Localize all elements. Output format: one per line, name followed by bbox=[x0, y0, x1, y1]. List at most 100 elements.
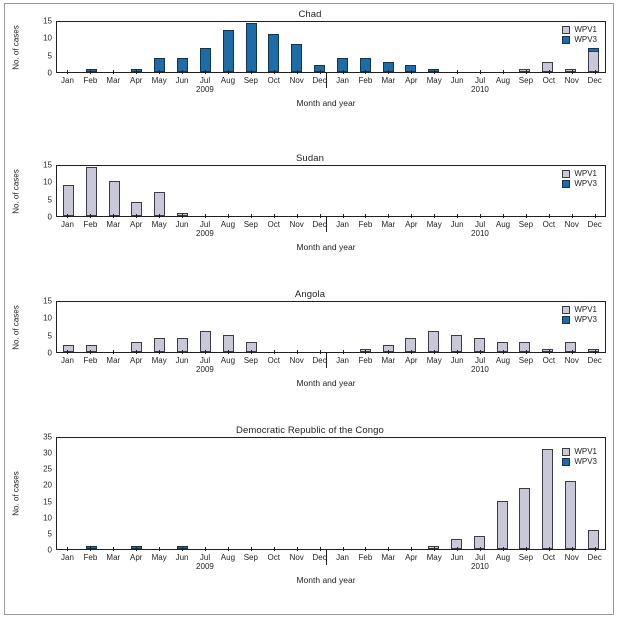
bar-group bbox=[57, 302, 605, 352]
x-tick: Jul bbox=[194, 547, 217, 562]
x-tick: Dec bbox=[308, 547, 331, 562]
x-tick: Sep bbox=[514, 350, 537, 365]
x-tick: Nov bbox=[560, 70, 583, 85]
x-tick-mark bbox=[67, 70, 69, 74]
plot-row: No. of cases 0 5 10 15 WPV1 WPV3 bbox=[10, 297, 610, 358]
bar-slot bbox=[80, 438, 103, 549]
x-tick: Jul bbox=[469, 350, 492, 365]
bar-slot bbox=[377, 438, 400, 549]
bar-slot bbox=[514, 302, 537, 352]
bar-slot bbox=[468, 166, 491, 216]
x-tick-mark bbox=[388, 350, 390, 354]
x-tick-mark bbox=[113, 547, 115, 551]
plot-row: No. of cases 0 5 10 15 WPV1 WPV3 bbox=[10, 161, 610, 222]
x-tick-label: Aug bbox=[220, 356, 236, 365]
year-divider bbox=[326, 72, 327, 88]
x-tick-label: Mar bbox=[381, 356, 396, 365]
x-tick: Jun bbox=[171, 547, 194, 562]
x-tick-mark bbox=[113, 214, 115, 218]
x-tick: Jun bbox=[446, 547, 469, 562]
legend-item-wpv3: WPV3 bbox=[562, 180, 597, 188]
bar-slot bbox=[285, 302, 308, 352]
x-tick-mark bbox=[525, 70, 527, 74]
x-tick: Sep bbox=[239, 547, 262, 562]
bar bbox=[496, 341, 508, 352]
y-axis-label-text: No. of cases bbox=[11, 168, 21, 214]
bar-segment-wpv1 bbox=[199, 331, 211, 352]
legend-label: WPV1 bbox=[574, 169, 597, 178]
x-tick: Jul bbox=[469, 214, 492, 229]
legend-label: WPV3 bbox=[574, 315, 597, 324]
x-axis-title: Month and year bbox=[296, 575, 356, 585]
x-tick: Feb bbox=[79, 547, 102, 562]
x-tick-label: Jul bbox=[474, 356, 486, 365]
x-tick-label: Aug bbox=[220, 553, 236, 562]
x-tick-mark bbox=[319, 350, 321, 354]
x-tick: May bbox=[423, 547, 446, 562]
x-tick: Jun bbox=[446, 70, 469, 85]
bar-slot bbox=[491, 302, 514, 352]
x-tick: Feb bbox=[79, 350, 102, 365]
bar-segment-wpv1 bbox=[519, 341, 531, 352]
x-tick-mark bbox=[594, 547, 596, 551]
x-tick: Apr bbox=[125, 214, 148, 229]
bar-slot bbox=[194, 438, 217, 549]
year-divider bbox=[326, 216, 327, 232]
bar-slot bbox=[148, 22, 171, 72]
bar-slot bbox=[125, 302, 148, 352]
y-tick-label: 15 bbox=[43, 160, 52, 170]
x-tick-label: Sep bbox=[243, 220, 258, 229]
x-tick: Dec bbox=[583, 547, 606, 562]
bar-slot bbox=[240, 302, 263, 352]
x-tick-label: Apr bbox=[130, 553, 143, 562]
x-tick: Oct bbox=[537, 214, 560, 229]
x-tick-label: Apr bbox=[130, 76, 143, 85]
y-tick-label: 15 bbox=[43, 296, 52, 306]
x-tick-label: Oct bbox=[542, 553, 556, 562]
x-tick-label: Nov bbox=[564, 76, 579, 85]
y-tick-label: 5 bbox=[47, 331, 52, 341]
x-tick-label: Nov bbox=[289, 356, 304, 365]
x-tick: Sep bbox=[239, 350, 262, 365]
x-tick-mark bbox=[548, 70, 550, 74]
x-tick-mark bbox=[365, 214, 367, 218]
y-axis-label: No. of cases bbox=[10, 165, 22, 217]
x-tick: May bbox=[423, 350, 446, 365]
x-tick-label: Mar bbox=[106, 220, 121, 229]
x-tick-label: Dec bbox=[312, 356, 327, 365]
bar bbox=[359, 58, 371, 72]
x-tick-label: Dec bbox=[587, 76, 602, 85]
x-tick-label: Dec bbox=[587, 220, 602, 229]
bar-slot bbox=[262, 22, 285, 72]
legend-label: WPV1 bbox=[574, 25, 597, 34]
x-tick-label: Apr bbox=[405, 220, 418, 229]
x-tick-label: Feb bbox=[83, 220, 98, 229]
x-tick: Apr bbox=[400, 350, 423, 365]
bar-slot bbox=[194, 22, 217, 72]
x-tick-label: May bbox=[426, 553, 442, 562]
bar-slot bbox=[171, 22, 194, 72]
bar-slot bbox=[559, 438, 582, 549]
bar-segment-wpv3 bbox=[268, 33, 280, 72]
legend: WPV1 WPV3 bbox=[562, 26, 597, 44]
x-tick: Oct bbox=[262, 350, 285, 365]
x-tick-mark bbox=[113, 70, 115, 74]
x-tick: Jan bbox=[56, 70, 79, 85]
x-tick: Nov bbox=[285, 547, 308, 562]
x-tick-mark bbox=[159, 350, 161, 354]
x-tick-label: May bbox=[426, 356, 442, 365]
x-tick-label: Feb bbox=[83, 76, 98, 85]
bar-slot bbox=[491, 166, 514, 216]
legend-item-wpv3: WPV3 bbox=[562, 36, 597, 44]
bar-slot bbox=[559, 22, 582, 72]
bar-segment-wpv1 bbox=[496, 500, 508, 549]
chart-panel-1: Chad No. of cases 0 5 10 15 WPV1 WPV3 Jan Feb Mar A… bbox=[10, 8, 610, 108]
x-tick-label: Mar bbox=[381, 553, 396, 562]
bar-slot bbox=[125, 22, 148, 72]
x-tick: Nov bbox=[285, 70, 308, 85]
bar-slot bbox=[582, 302, 605, 352]
x-axis: Jan Feb Mar Apr May Jun Jul Aug Sep Oct Nov Dec Jan F… bbox=[56, 547, 606, 562]
x-tick-label: Jan bbox=[61, 220, 74, 229]
x-tick: Jan bbox=[331, 70, 354, 85]
x-tick: Apr bbox=[125, 70, 148, 85]
